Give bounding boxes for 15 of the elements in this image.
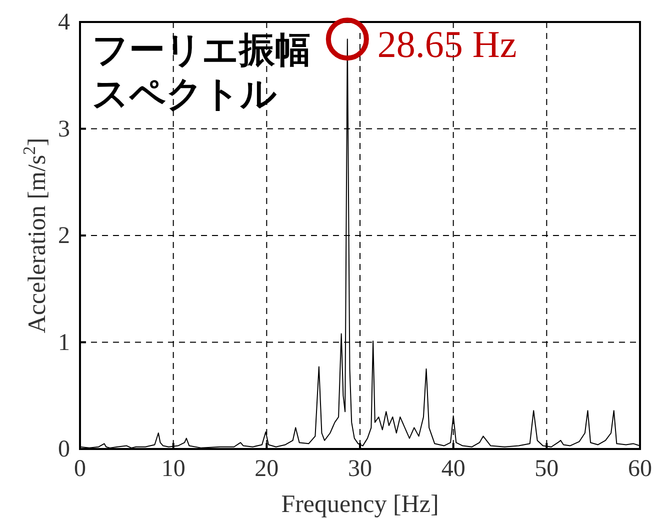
x-tick-label: 10 xyxy=(161,456,186,482)
x-tick-label: 50 xyxy=(534,456,559,482)
x-axis-title: Frequency [Hz] xyxy=(281,491,439,518)
x-tick-label: 20 xyxy=(254,456,279,482)
y-tick-label: 4 xyxy=(58,10,70,36)
x-tick-label: 40 xyxy=(441,456,466,482)
x-tick-label: 60 xyxy=(628,456,652,482)
y-tick-label: 1 xyxy=(58,330,70,356)
y-tick-label: 3 xyxy=(58,116,70,142)
x-tick-label: 0 xyxy=(74,456,86,482)
x-tick-label: 30 xyxy=(348,456,372,482)
annotation: 28.65 Hz xyxy=(377,24,517,66)
y-tick-label: 2 xyxy=(58,223,70,250)
text: フーリエ振幅スペクトル xyxy=(92,30,311,115)
y-tick-label: 0 xyxy=(58,436,70,463)
